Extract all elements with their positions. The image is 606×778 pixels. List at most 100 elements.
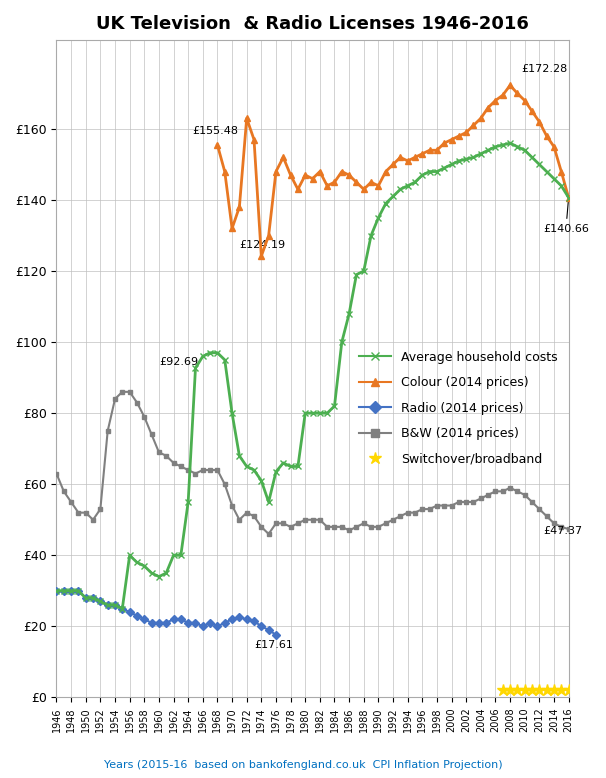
Average household costs: [550, 174, 558, 184]
B&W (2014 prices): [565, 524, 572, 534]
Radio (2014 prices): [243, 615, 250, 624]
Radio (2014 prices): [265, 626, 272, 635]
Text: £124.19: £124.19: [239, 240, 285, 250]
Colour (2014 prices): [228, 224, 236, 233]
Colour (2014 prices): [477, 114, 484, 123]
B&W (2014 prices): [67, 497, 75, 506]
Average household costs: [53, 586, 60, 595]
Radio (2014 prices): [112, 601, 119, 610]
Colour (2014 prices): [375, 181, 382, 191]
Radio (2014 prices): [228, 615, 236, 624]
Colour (2014 prices): [272, 167, 279, 177]
Radio (2014 prices): [250, 616, 258, 626]
Radio (2014 prices): [170, 615, 177, 624]
Colour (2014 prices): [507, 81, 514, 90]
Colour (2014 prices): [492, 96, 499, 105]
Colour (2014 prices): [419, 149, 426, 159]
Radio (2014 prices): [141, 615, 148, 624]
Switchover/broadband: [507, 685, 514, 695]
Colour (2014 prices): [550, 142, 558, 152]
Colour (2014 prices): [287, 170, 295, 180]
Radio (2014 prices): [155, 619, 162, 628]
Line: Radio (2014 prices): Radio (2014 prices): [54, 588, 279, 638]
Radio (2014 prices): [75, 586, 82, 595]
Colour (2014 prices): [382, 167, 389, 177]
B&W (2014 prices): [375, 522, 382, 531]
Colour (2014 prices): [221, 167, 228, 177]
Colour (2014 prices): [236, 202, 243, 212]
Colour (2014 prices): [411, 152, 419, 162]
Average household costs: [133, 558, 141, 567]
Colour (2014 prices): [536, 117, 543, 127]
Colour (2014 prices): [441, 138, 448, 148]
Colour (2014 prices): [558, 167, 565, 177]
Colour (2014 prices): [470, 121, 477, 130]
Colour (2014 prices): [279, 152, 287, 162]
Colour (2014 prices): [309, 174, 316, 184]
Radio (2014 prices): [199, 622, 207, 631]
Colour (2014 prices): [258, 251, 265, 261]
Text: £17.61: £17.61: [254, 640, 293, 650]
B&W (2014 prices): [265, 529, 272, 538]
Colour (2014 prices): [514, 89, 521, 98]
Radio (2014 prices): [185, 619, 192, 628]
Colour (2014 prices): [265, 231, 272, 240]
Switchover/broadband: [499, 685, 507, 695]
Colour (2014 prices): [367, 177, 375, 187]
Line: Switchover/broadband: Switchover/broadband: [496, 684, 575, 696]
Switchover/broadband: [536, 685, 543, 695]
B&W (2014 prices): [316, 515, 324, 524]
Colour (2014 prices): [521, 96, 528, 105]
Average household costs: [67, 586, 75, 595]
Switchover/broadband: [565, 685, 572, 695]
Average household costs: [528, 152, 536, 162]
Radio (2014 prices): [82, 594, 89, 603]
Radio (2014 prices): [192, 619, 199, 628]
Colour (2014 prices): [331, 177, 338, 187]
Text: Years (2015-16  based on bankofengland.co.uk  CPI Inflation Projection): Years (2015-16 based on bankofengland.co…: [104, 760, 502, 770]
Colour (2014 prices): [338, 167, 345, 177]
Switchover/broadband: [558, 685, 565, 695]
B&W (2014 prices): [119, 387, 126, 397]
Colour (2014 prices): [455, 131, 462, 141]
Colour (2014 prices): [345, 170, 353, 180]
Colour (2014 prices): [250, 135, 258, 144]
Radio (2014 prices): [214, 622, 221, 631]
Switchover/broadband: [543, 685, 550, 695]
Radio (2014 prices): [162, 619, 170, 628]
Text: £140.66: £140.66: [543, 201, 589, 234]
Colour (2014 prices): [243, 114, 250, 123]
Radio (2014 prices): [60, 586, 67, 595]
Radio (2014 prices): [133, 611, 141, 620]
Radio (2014 prices): [104, 601, 112, 610]
Radio (2014 prices): [126, 608, 133, 617]
Colour (2014 prices): [404, 156, 411, 166]
Title: UK Television  & Radio Licenses 1946-2016: UK Television & Radio Licenses 1946-2016: [96, 15, 529, 33]
Colour (2014 prices): [462, 128, 470, 137]
Text: £155.48: £155.48: [192, 126, 238, 136]
Radio (2014 prices): [119, 604, 126, 613]
B&W (2014 prices): [550, 519, 558, 528]
Colour (2014 prices): [448, 135, 455, 144]
Radio (2014 prices): [236, 613, 243, 622]
Average household costs: [119, 604, 126, 613]
Radio (2014 prices): [53, 586, 60, 595]
Colour (2014 prices): [433, 145, 441, 155]
Colour (2014 prices): [390, 159, 397, 169]
Switchover/broadband: [521, 685, 528, 695]
Radio (2014 prices): [90, 594, 97, 603]
Colour (2014 prices): [316, 167, 324, 177]
Legend: Average household costs, Colour (2014 prices), Radio (2014 prices), B&W (2014 pr: Average household costs, Colour (2014 pr…: [355, 345, 562, 471]
Colour (2014 prices): [484, 103, 491, 112]
Colour (2014 prices): [528, 107, 536, 116]
Switchover/broadband: [514, 685, 521, 695]
Colour (2014 prices): [324, 181, 331, 191]
Radio (2014 prices): [221, 619, 228, 628]
Radio (2014 prices): [177, 615, 184, 624]
Colour (2014 prices): [397, 152, 404, 162]
Line: Colour (2014 prices): Colour (2014 prices): [214, 82, 572, 260]
Switchover/broadband: [550, 685, 558, 695]
Radio (2014 prices): [97, 597, 104, 606]
Line: B&W (2014 prices): B&W (2014 prices): [55, 390, 571, 536]
Colour (2014 prices): [565, 193, 572, 202]
